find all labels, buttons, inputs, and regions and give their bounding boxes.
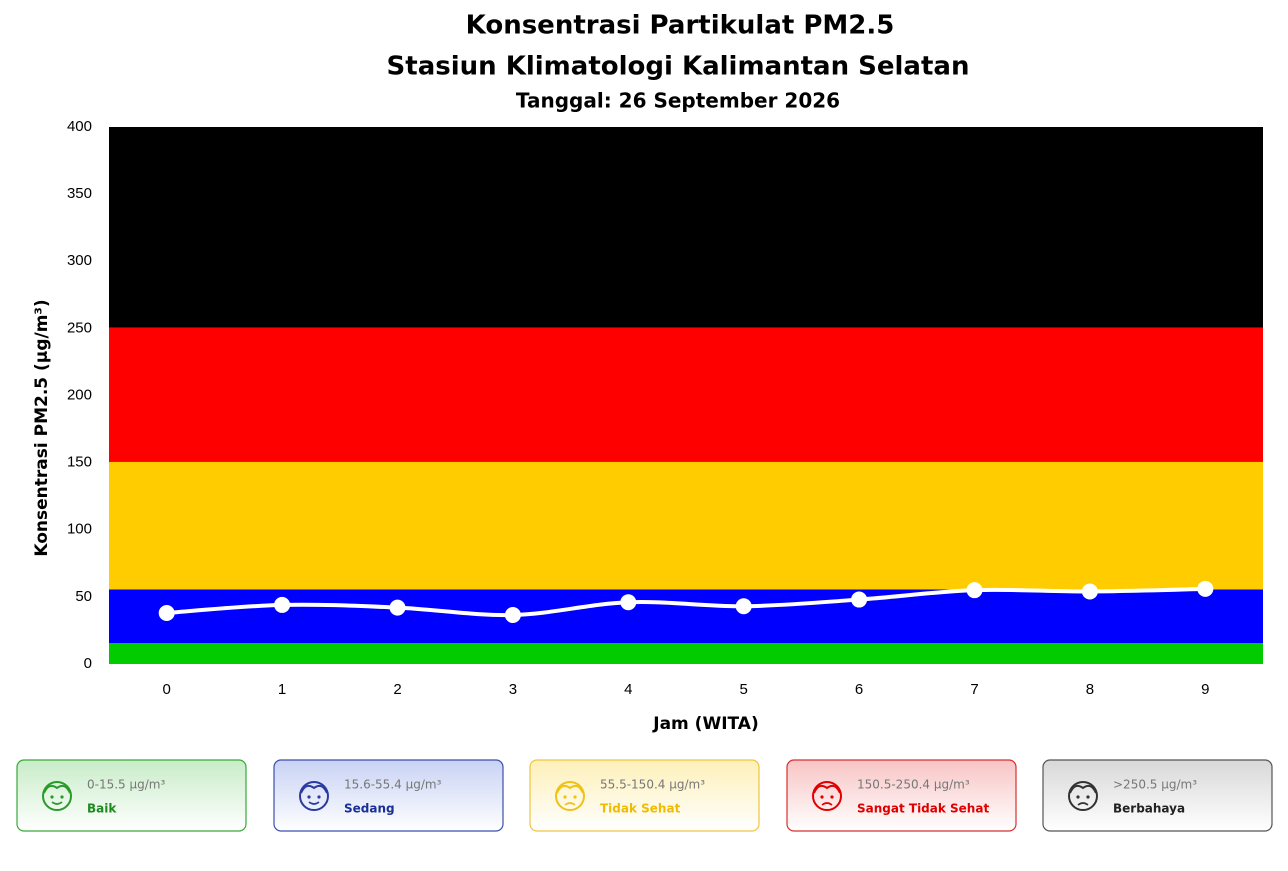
x-tick-label: 3: [509, 681, 517, 698]
y-tick-label: 50: [75, 588, 92, 605]
legend-icon-eye: [1086, 795, 1090, 799]
legend-icon-hair: [1069, 784, 1097, 794]
legend-icon-eye: [820, 795, 824, 799]
x-tick-label: 7: [970, 681, 978, 698]
x-tick-label: 9: [1201, 681, 1209, 698]
legend-icon-hair: [813, 784, 841, 794]
legend-label: Sangat Tidak Sehat: [857, 802, 989, 816]
data-point: [389, 599, 406, 616]
x-axis-label: Jam (WITA): [652, 714, 758, 734]
legend-label: Tidak Sehat: [600, 802, 681, 816]
legend-range: 0-15.5 μg/m³: [87, 778, 165, 792]
legend-icon-mouth: [564, 802, 576, 806]
legend-box: [16, 759, 247, 832]
legend-icon-mouth: [821, 802, 833, 806]
y-tick-label: 100: [67, 521, 92, 538]
y-tick-label: 150: [67, 454, 92, 471]
legend-icon-hair: [556, 784, 584, 794]
data-point: [274, 596, 291, 613]
legend-icon-eye: [573, 795, 577, 799]
legend-icon-mouth: [1077, 802, 1089, 806]
category-band: [109, 589, 1263, 644]
legend-icon: [42, 781, 72, 811]
category-band: [109, 127, 1263, 328]
legend-box: [529, 759, 760, 832]
category-band: [109, 643, 1263, 664]
x-tick-label: 5: [740, 681, 748, 698]
data-point: [966, 582, 983, 599]
x-tick-label: 0: [163, 681, 171, 698]
legend-icon-eye: [50, 795, 54, 799]
category-band: [109, 461, 1263, 590]
data-point: [1081, 583, 1098, 600]
legend-range: 150.5-250.4 μg/m³: [857, 778, 970, 792]
legend-range: >250.5 μg/m³: [1113, 778, 1197, 792]
legend-icon-eye: [317, 795, 321, 799]
data-line: [166, 586, 1206, 618]
legend-icon-eye: [1076, 795, 1080, 799]
chart-subtitle: Stasiun Klimatologi Kalimantan Selatan: [387, 52, 970, 82]
x-tick-label: 2: [393, 681, 401, 698]
legend-box: [786, 759, 1017, 832]
legend-icon-mouth: [308, 801, 320, 805]
chart-date: Tanggal: 26 September 2026: [516, 89, 840, 113]
legend-icon: [555, 781, 585, 811]
data-point: [1197, 580, 1214, 597]
legend-label: Berbahaya: [1113, 802, 1185, 816]
legend-icon-eye: [830, 795, 834, 799]
data-point: [735, 598, 752, 615]
data-point: [620, 594, 637, 611]
legend-icon-eye: [60, 795, 64, 799]
y-tick-label: 400: [67, 118, 92, 135]
chart-title: Konsentrasi Partikulat PM2.5: [466, 11, 895, 41]
legend-range: 15.6-55.4 μg/m³: [344, 778, 442, 792]
y-axis-label: Konsentrasi PM2.5 (μg/m³): [32, 299, 52, 556]
category-band: [109, 327, 1263, 462]
y-tick-label: 350: [67, 185, 92, 202]
y-tick-label: 200: [67, 386, 92, 403]
legend-icon-hair: [43, 784, 71, 794]
x-tick-label: 1: [278, 681, 286, 698]
y-tick-label: 0: [84, 655, 92, 672]
y-tick-label: 250: [67, 319, 92, 336]
legend-icon: [1068, 781, 1098, 811]
y-tick-label: 300: [67, 252, 92, 269]
legend-label: Baik: [87, 802, 117, 816]
legend-range: 55.5-150.4 μg/m³: [600, 778, 705, 792]
legend-icon-eye: [307, 795, 311, 799]
data-point: [851, 591, 868, 608]
legend-icon-mouth: [51, 801, 63, 805]
legend-icon: [812, 781, 842, 811]
data-point: [158, 604, 175, 621]
legend-icon-eye: [563, 795, 567, 799]
legend-box: [1042, 759, 1273, 832]
x-tick-label: 8: [1086, 681, 1094, 698]
data-point: [504, 606, 521, 623]
legend-icon: [299, 781, 329, 811]
legend-icon-hair: [300, 784, 328, 794]
x-tick-label: 6: [855, 681, 863, 698]
legend-label: Sedang: [344, 802, 395, 816]
x-tick-label: 4: [624, 681, 632, 698]
legend-box: [273, 759, 504, 832]
